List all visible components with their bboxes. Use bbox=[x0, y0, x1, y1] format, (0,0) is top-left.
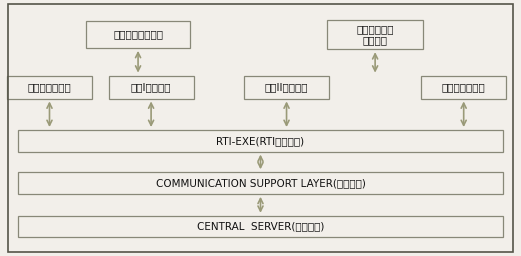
Bar bbox=[18, 216, 503, 238]
Bar bbox=[18, 172, 503, 194]
Bar bbox=[7, 76, 92, 99]
Text: CENTRAL  SERVER(交换中心): CENTRAL SERVER(交换中心) bbox=[197, 221, 324, 232]
Bar bbox=[18, 130, 503, 152]
Text: 中继I联邦成员: 中继I联邦成员 bbox=[131, 82, 171, 92]
Bar bbox=[327, 20, 423, 49]
Bar bbox=[421, 76, 506, 99]
Text: 深空环境联邦成员: 深空环境联邦成员 bbox=[113, 29, 163, 40]
Text: 数据采集调度
联邦成员: 数据采集调度 联邦成员 bbox=[356, 24, 394, 45]
Bar bbox=[86, 21, 190, 48]
Bar bbox=[108, 76, 193, 99]
Text: RTI-EXE(RTI支撑环境): RTI-EXE(RTI支撑环境) bbox=[216, 136, 305, 146]
Text: COMMUNICATION SUPPORT LAYER(支撑网络): COMMUNICATION SUPPORT LAYER(支撑网络) bbox=[156, 178, 365, 188]
Bar bbox=[244, 76, 329, 99]
Text: 探测星联邦成员: 探测星联邦成员 bbox=[28, 82, 71, 92]
Text: 中继II联邦成员: 中继II联邦成员 bbox=[265, 82, 308, 92]
Text: 地面站联邦成员: 地面站联邦成员 bbox=[442, 82, 486, 92]
